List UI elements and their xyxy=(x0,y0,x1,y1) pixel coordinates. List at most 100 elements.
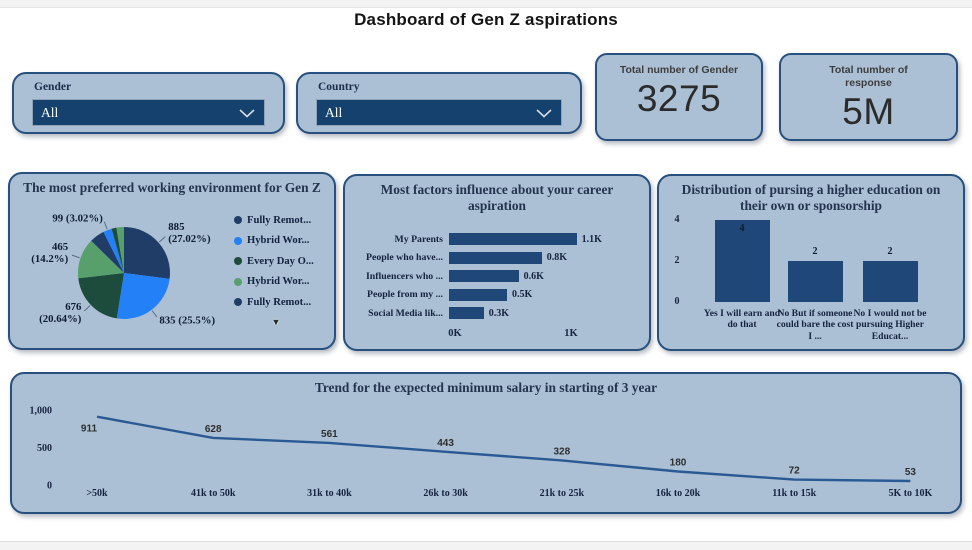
trend-line[interactable] xyxy=(96,415,911,483)
pie-slice[interactable] xyxy=(116,227,124,273)
pie-slice[interactable] xyxy=(91,231,124,273)
x-axis-tick-label: 31k to 40k xyxy=(307,488,352,499)
pie-callout-line xyxy=(103,221,108,230)
dashboard-title: Dashboard of Gen Z aspirations xyxy=(354,10,618,29)
chevron-down-icon xyxy=(536,109,552,118)
pie-legend: Fully Remot... Hybrid Wor... Every Day O..… xyxy=(234,210,314,313)
column-chart-plot: 0 2 4 4 Yes I will earn and do that 2 No But i… xyxy=(659,176,963,349)
bar-category-label: Influencers who ... xyxy=(365,270,443,282)
y-axis-tick-label: 2 xyxy=(674,255,680,266)
y-axis-tick-label: 0 xyxy=(674,296,680,307)
bar-row: Influencers who ... 0.6K xyxy=(357,270,641,282)
pie-slice[interactable] xyxy=(103,228,124,273)
line-data-label: 328 xyxy=(553,446,570,457)
column-data-label: 2 xyxy=(812,246,818,257)
country-filter-label: Country xyxy=(318,81,360,93)
pie-callout-line xyxy=(158,236,166,243)
bar-category-label: People from my ... xyxy=(367,289,443,300)
pie-data-label: 676 (20.64%) xyxy=(39,301,82,325)
bar-category-label: Social Media lik... xyxy=(368,307,443,319)
column-data-label: 2 xyxy=(887,246,893,257)
column-chart-title: Distribution of pursing a higher educati… xyxy=(681,182,941,213)
pie-chart-card: The most preferred working environment f… xyxy=(8,172,336,350)
bar-category-label: My Parents xyxy=(394,233,443,245)
bar-value-label: 0.8K xyxy=(546,252,568,263)
x-axis-tick-label: 41k to 50k xyxy=(191,488,236,499)
legend-item[interactable]: Fully Remot... xyxy=(234,292,314,313)
x-axis-tick-label: 21k to 25k xyxy=(540,488,585,499)
x-axis-tick-label: 11k to 15k xyxy=(772,488,816,499)
kpi-title: Total number of Gender xyxy=(619,64,739,76)
legend-color-dot xyxy=(234,216,242,225)
column-bar[interactable] xyxy=(787,261,843,302)
line-data-label: 911 xyxy=(81,424,98,435)
country-filter-card: Country All xyxy=(296,72,582,134)
bar-row: My Parents 1.1K xyxy=(357,233,641,245)
legend-item[interactable]: Fully Remot... xyxy=(234,210,314,231)
pie-chart-title: The most preferred working environment f… xyxy=(23,180,321,195)
column-data-label: 4 xyxy=(739,223,745,234)
country-dropdown-value: All xyxy=(325,104,343,120)
kpi-value: 3275 xyxy=(636,78,722,120)
legend-item[interactable]: Hybrid Wor... xyxy=(234,231,314,252)
gender-filter-label: Gender xyxy=(34,81,72,93)
bar-row: Social Media lik... 0.3K xyxy=(357,307,641,319)
kpi-value: 5M xyxy=(842,91,895,133)
bar-chart-x-axis: 0K 1K xyxy=(357,328,641,342)
legend-color-dot xyxy=(234,277,242,286)
bar-value-label: 0.6K xyxy=(523,270,544,282)
pie-slice[interactable] xyxy=(78,273,124,319)
x-axis-tick-label: 26k to 30k xyxy=(423,488,468,499)
pie-callout-line xyxy=(71,254,80,259)
kpi-title: Total number of response xyxy=(829,64,908,90)
pie-callout-line xyxy=(83,305,91,312)
bar-category-label: People who have... xyxy=(365,252,443,263)
legend-item-label: Hybrid Wor... xyxy=(247,235,310,247)
bar-chart-title: Most factors influence about your career… xyxy=(380,182,614,213)
line-data-label: 53 xyxy=(905,467,917,478)
pie-slice[interactable] xyxy=(124,227,171,279)
country-dropdown[interactable]: All xyxy=(316,99,562,126)
column-bar[interactable] xyxy=(862,261,918,302)
column-category-label: Yes I will earn and do that xyxy=(703,308,781,331)
legend-item-label: Fully Remot... xyxy=(247,214,312,226)
bar[interactable] xyxy=(449,233,577,245)
y-axis-tick-label: 500 xyxy=(37,443,52,454)
column-category-label: No But if someone could bare the cost I … xyxy=(776,308,854,342)
pie-callout-line xyxy=(151,310,158,318)
legend-scroll-down-icon[interactable]: ▼ xyxy=(271,317,281,327)
chevron-down-icon xyxy=(239,109,255,118)
pie-slice[interactable] xyxy=(78,240,124,279)
y-axis-tick-label: 0 xyxy=(47,481,52,492)
gender-dropdown-value: All xyxy=(41,104,59,120)
bar[interactable] xyxy=(449,288,507,301)
legend-item-label: Hybrid Wor... xyxy=(247,276,310,288)
pie-slice[interactable] xyxy=(116,273,170,320)
gender-dropdown[interactable]: All xyxy=(32,99,265,126)
x-axis-tick-label: >50k xyxy=(86,488,108,499)
education-chart-card: Distribution of pursing a higher educati… xyxy=(657,174,965,351)
bar-chart-plot: My Parents 1.1K People who have... 0.8K Infl… xyxy=(357,233,641,326)
pie-data-label: 465 (14.2%) xyxy=(31,241,68,265)
window-top-strip xyxy=(0,0,972,8)
legend-item[interactable]: Hybrid Wor... xyxy=(234,272,314,293)
legend-item[interactable]: Every Day O... xyxy=(234,251,314,272)
bar[interactable] xyxy=(449,307,484,319)
x-axis-tick-label: 16k to 20k xyxy=(656,488,701,499)
bar[interactable] xyxy=(449,251,542,264)
line-data-label: 628 xyxy=(205,424,222,435)
column-bar[interactable] xyxy=(714,220,770,302)
gender-filter-card: Gender All xyxy=(12,72,285,134)
line-data-label: 561 xyxy=(321,429,338,440)
y-axis-tick-label: 1,000 xyxy=(30,406,53,417)
bar-value-label: 0.5K xyxy=(512,289,533,300)
line-data-label: 443 xyxy=(437,438,454,449)
x-axis-tick-label: 1K xyxy=(564,328,578,339)
legend-item-label: Every Day O... xyxy=(247,255,314,267)
kpi-card-total-gender: Total number of Gender 3275 xyxy=(595,53,763,141)
legend-color-dot xyxy=(234,236,242,245)
pie-slice[interactable] xyxy=(111,227,124,273)
kpi-card-total-response: Total number of response 5M xyxy=(779,53,958,141)
pie-data-label: 885 (27.02%) xyxy=(168,221,211,245)
bar[interactable] xyxy=(449,270,519,282)
